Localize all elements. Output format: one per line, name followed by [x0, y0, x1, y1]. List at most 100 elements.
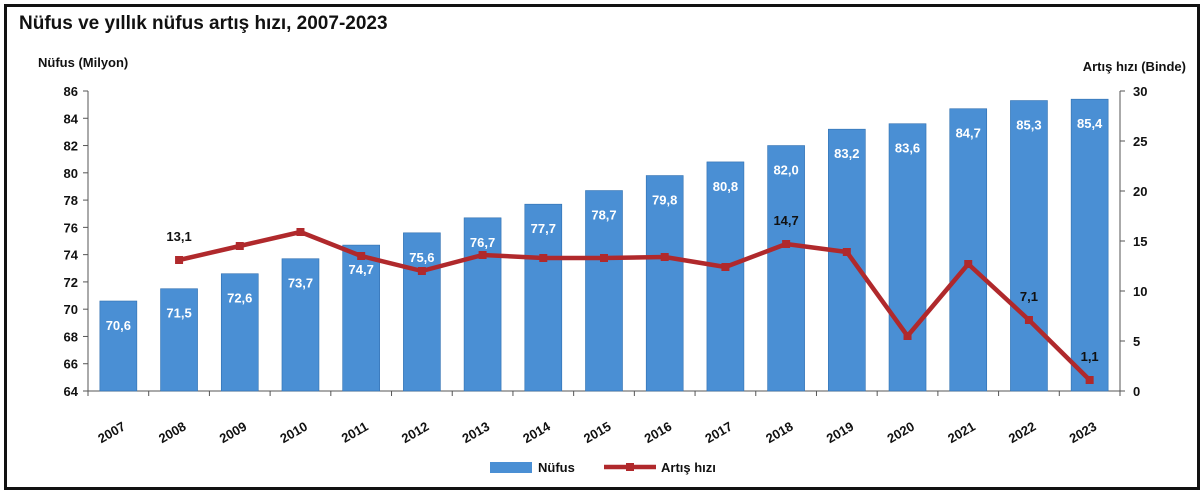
y-tick-label: 80 [64, 166, 78, 181]
x-tick-label: 2021 [945, 419, 978, 446]
bar-data-label: 83,6 [895, 141, 920, 156]
bar-nufus-2021 [949, 108, 988, 392]
bar-data-label: 71,5 [166, 306, 191, 321]
line-data-label: 14,7 [773, 213, 798, 228]
line-point-2015 [600, 254, 608, 262]
y2-tick-label: 15 [1133, 234, 1147, 249]
bar-data-label: 83,2 [834, 146, 859, 161]
legend-label-nufus: Nüfus [538, 460, 575, 475]
y2-tick-label: 25 [1133, 134, 1147, 149]
x-tick-label: 2009 [217, 419, 250, 446]
bar-nufus-2020 [888, 123, 927, 392]
y-tick-label: 64 [64, 384, 79, 399]
legend-marker-artis-hizi [626, 463, 634, 471]
y-tick-label: 66 [64, 357, 78, 372]
line-point-2022 [1024, 316, 1033, 324]
line-point-2021 [964, 260, 973, 268]
bar-data-label: 84,7 [956, 126, 981, 141]
line-point-2018 [782, 240, 791, 248]
y2-tick-label: 0 [1133, 384, 1140, 399]
y-tick-label: 82 [64, 139, 78, 154]
x-tick-label: 2014 [520, 418, 553, 446]
line-point-2012 [417, 267, 426, 275]
line-point-2013 [478, 251, 487, 259]
line-artis-hizi [178, 229, 1092, 382]
bar-nufus-2010 [281, 258, 320, 392]
bar-nufus-2008 [160, 288, 198, 392]
y2-tick-label: 20 [1133, 184, 1147, 199]
chart-title: Nüfus ve yıllık nüfus artış hızı, 2007-2… [19, 13, 388, 34]
y2-tick-label: 10 [1133, 284, 1147, 299]
bar-nufus-2012 [403, 232, 441, 392]
bar-data-label: 79,8 [652, 193, 677, 208]
line-point-2019 [842, 248, 851, 256]
x-tick-label: 2011 [339, 419, 371, 446]
x-tick-label: 2019 [824, 419, 857, 446]
x-tick-label: 2010 [277, 419, 310, 446]
legend-layer: Nüfus Artış hızı [490, 460, 716, 475]
line-point-2016 [660, 253, 669, 261]
y-tick-label: 76 [64, 220, 78, 235]
y-tick-label: 68 [64, 329, 78, 344]
x-tick-label: 2022 [1006, 419, 1039, 446]
x-tick-label: 2015 [581, 419, 614, 446]
line-point-2011 [357, 252, 366, 260]
x-tick-label: 2023 [1067, 419, 1100, 446]
bar-data-label: 70,6 [106, 318, 131, 333]
bar-nufus-2017 [706, 161, 745, 392]
bar-data-label: 74,7 [349, 262, 374, 277]
x-tick-label: 2012 [399, 419, 432, 446]
x-tick-label: 2013 [460, 419, 493, 446]
y-tick-label: 74 [64, 248, 79, 263]
labels-layer: 70,6 71,5 72,6 73,7 74,7 75,6 76,7 77,7 78,7 79,8… [106, 116, 1103, 364]
line-point-2010 [296, 228, 305, 236]
bar-nufus-2015 [585, 190, 623, 392]
bar-data-label: 85,4 [1077, 116, 1103, 131]
y-axis-title: Nüfus (Milyon) [38, 55, 128, 70]
x-tick-label: 2018 [763, 419, 796, 446]
y2-tick-label: 5 [1133, 334, 1140, 349]
line-layer [175, 228, 1094, 384]
bar-data-label: 76,7 [470, 235, 495, 250]
x-tick-label: 2008 [156, 419, 189, 446]
x-tick-label: 2007 [95, 419, 128, 446]
line-point-2009 [235, 242, 244, 250]
x-tick-label: 2020 [884, 419, 917, 446]
line-data-label: 13,1 [166, 229, 191, 244]
y-tick-label: 84 [64, 111, 79, 126]
bar-data-label: 85,3 [1016, 118, 1041, 133]
bar-nufus-2022 [1010, 100, 1048, 392]
line-data-label: 7,1 [1020, 289, 1038, 304]
line-point-2008 [175, 256, 184, 264]
y-tick-label: 86 [64, 84, 78, 99]
bar-data-label: 77,7 [531, 221, 556, 236]
bar-nufus-2016 [645, 175, 684, 392]
bar-nufus-2023 [1070, 98, 1109, 392]
bar-data-label: 73,7 [288, 276, 313, 291]
bar-nufus-2019 [828, 128, 866, 392]
bar-data-label: 75,6 [409, 250, 434, 265]
x-tick-label: 2017 [702, 419, 735, 446]
bar-nufus-2014 [524, 203, 563, 392]
line-point-2023 [1085, 376, 1094, 384]
y2-axis-title: Artış hızı (Binde) [1083, 59, 1186, 74]
bars-layer [99, 98, 1109, 392]
bar-data-label: 80,8 [713, 179, 738, 194]
bar-nufus-2009 [220, 273, 259, 392]
bar-nufus-2013 [463, 217, 502, 392]
line-point-2014 [539, 254, 548, 262]
bar-nufus-2018 [767, 145, 805, 392]
bar-data-label: 82,0 [773, 163, 798, 178]
legend-label-artis-hizi: Artış hızı [661, 460, 716, 475]
bar-nufus-2007 [99, 300, 138, 392]
x-tick-label: 2016 [642, 419, 675, 446]
bar-nufus-2011 [342, 244, 380, 392]
y-tick-label: 72 [64, 275, 78, 290]
line-data-label: 1,1 [1081, 349, 1099, 364]
y-tick-label: 70 [64, 302, 78, 317]
bar-data-label: 78,7 [591, 208, 616, 223]
bar-data-label: 72,6 [227, 291, 252, 306]
line-point-2017 [721, 263, 730, 271]
y2-tick-label: 30 [1133, 84, 1147, 99]
